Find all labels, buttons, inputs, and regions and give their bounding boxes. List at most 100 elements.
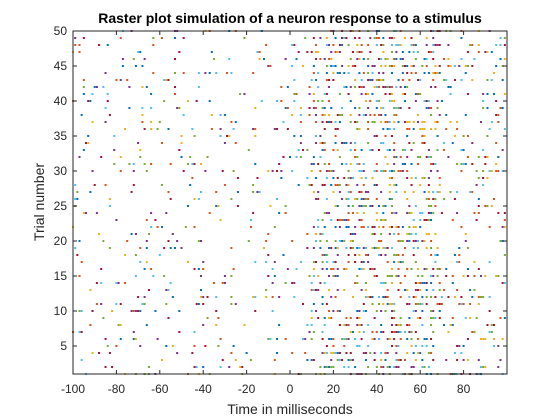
spike-mark <box>254 261 257 263</box>
spike-mark <box>325 65 328 67</box>
spike-mark <box>434 128 437 130</box>
spike-mark <box>495 44 498 46</box>
spike-mark <box>419 93 422 95</box>
spike-mark <box>377 247 380 249</box>
spike-mark <box>310 163 313 165</box>
spike-mark <box>106 93 109 95</box>
spike-mark <box>150 128 153 130</box>
spike-mark <box>464 114 467 116</box>
spike-mark <box>390 317 393 319</box>
spike-mark <box>347 219 350 221</box>
spike-mark <box>371 93 374 95</box>
spike-mark <box>367 58 370 60</box>
spike-mark <box>210 51 213 53</box>
spike-mark <box>395 254 398 256</box>
spike-mark <box>334 121 337 123</box>
spike-mark <box>230 275 233 277</box>
spike-mark <box>232 345 235 347</box>
spike-mark <box>362 198 365 200</box>
spike-mark <box>234 303 237 305</box>
spike-mark <box>121 58 124 60</box>
spike-mark <box>330 58 333 60</box>
spike-mark <box>312 275 315 277</box>
spike-mark <box>358 331 361 333</box>
spike-mark <box>180 142 183 144</box>
spike-mark <box>349 163 352 165</box>
spike-mark <box>373 121 376 123</box>
spike-mark <box>408 331 411 333</box>
spike-mark <box>80 261 83 263</box>
spike-mark <box>393 303 396 305</box>
spike-mark <box>482 100 485 102</box>
spike-mark <box>386 275 389 277</box>
spike-mark <box>460 37 463 39</box>
spike-mark <box>388 184 391 186</box>
spike-mark <box>328 338 331 340</box>
spike-mark <box>210 128 213 130</box>
spike-mark <box>330 107 333 109</box>
x-tick-label: 80 <box>457 382 471 396</box>
spike-mark <box>323 149 326 151</box>
spike-mark <box>377 58 380 60</box>
spike-mark <box>473 331 476 333</box>
spike-mark <box>299 114 302 116</box>
spike-mark <box>382 142 385 144</box>
spike-mark <box>423 142 426 144</box>
spike-mark <box>364 289 367 291</box>
spike-mark <box>380 352 383 354</box>
spike-mark <box>382 247 385 249</box>
spike-mark <box>453 79 456 81</box>
spike-mark <box>497 212 500 214</box>
spike-mark <box>341 65 344 67</box>
spike-mark <box>124 254 127 256</box>
spike-mark <box>312 163 315 165</box>
spike-mark <box>471 163 474 165</box>
spike-mark <box>356 212 359 214</box>
spike-mark <box>330 317 333 319</box>
spike-mark <box>191 128 194 130</box>
spike-mark <box>492 324 495 326</box>
spike-mark <box>443 142 446 144</box>
spike-mark <box>382 303 385 305</box>
spike-mark <box>193 345 196 347</box>
spike-mark <box>421 135 424 137</box>
spike-mark <box>341 163 344 165</box>
spike-mark <box>315 107 318 109</box>
spike-mark <box>466 275 469 277</box>
spike-mark <box>104 366 107 368</box>
spike-mark <box>323 114 326 116</box>
spike-mark <box>399 317 402 319</box>
spike-mark <box>412 128 415 130</box>
spike-mark <box>317 275 320 277</box>
spike-mark <box>336 352 339 354</box>
spike-mark <box>395 226 398 228</box>
spike-mark <box>397 331 400 333</box>
spike-mark <box>386 121 389 123</box>
spike-mark <box>254 107 257 109</box>
spike-mark <box>410 331 413 333</box>
spike-mark <box>503 93 506 95</box>
spike-mark <box>367 366 370 368</box>
spike-mark <box>328 317 331 319</box>
spike-mark <box>397 226 400 228</box>
spike-mark <box>432 44 435 46</box>
spike-mark <box>386 86 389 88</box>
spike-mark <box>302 149 305 151</box>
spike-mark <box>193 198 196 200</box>
spike-mark <box>414 359 417 361</box>
spike-mark <box>325 212 328 214</box>
spike-mark <box>267 254 270 256</box>
spike-mark <box>293 296 296 298</box>
spike-mark <box>100 303 103 305</box>
spike-mark <box>334 128 337 130</box>
spike-mark <box>371 247 374 249</box>
spike-mark <box>334 296 337 298</box>
spike-mark <box>284 212 287 214</box>
spike-mark <box>134 275 137 277</box>
spike-mark <box>230 198 233 200</box>
y-tick-label: 5 <box>60 339 67 353</box>
spike-mark <box>336 128 339 130</box>
spike-mark <box>284 58 287 60</box>
spike-mark <box>256 177 259 179</box>
spike-mark <box>388 37 391 39</box>
